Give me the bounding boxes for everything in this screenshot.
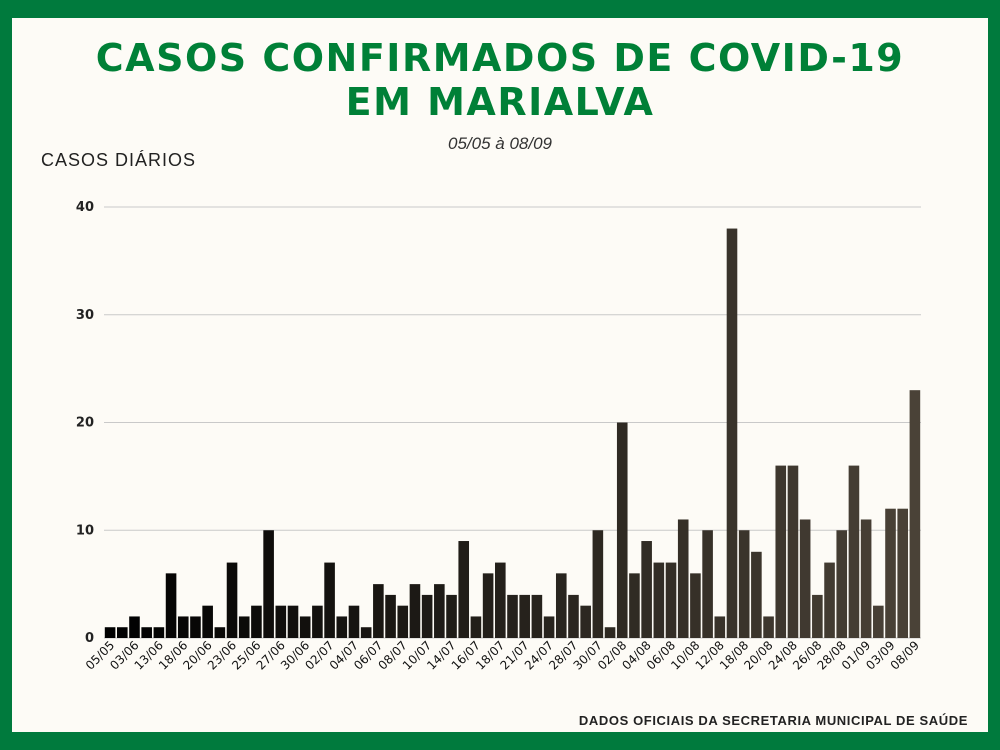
bar [860, 519, 872, 638]
bar [714, 616, 726, 638]
bar [177, 616, 189, 638]
chart-subtitle: 05/05 à 08/09 [448, 134, 552, 153]
bar [275, 605, 287, 638]
bar [751, 551, 762, 638]
bar [421, 594, 433, 638]
bar [604, 627, 616, 638]
bar [263, 530, 274, 638]
bar [434, 584, 445, 638]
bar [324, 562, 335, 638]
bar [873, 605, 884, 638]
bar [702, 530, 713, 638]
bar [397, 605, 409, 638]
bar [641, 541, 652, 638]
bar [519, 594, 530, 638]
bar [251, 605, 262, 638]
chart-title: CASOS CONFIRMADOS DE COVID-19 EM MARIALV… [12, 36, 988, 124]
bar [202, 605, 213, 638]
bar [726, 228, 738, 639]
bar [580, 605, 591, 638]
bar [190, 616, 201, 638]
bar [165, 573, 177, 638]
bar [738, 530, 750, 638]
y-tick-label: 10 [76, 523, 94, 538]
bar [507, 594, 518, 638]
bar [458, 541, 470, 638]
bar [592, 530, 604, 638]
bar [385, 594, 396, 638]
bar [616, 422, 628, 638]
bar [885, 508, 896, 638]
bar [848, 465, 860, 638]
bar [787, 465, 799, 638]
y-axis-label: CASOS DIÁRIOS [41, 150, 197, 170]
bar [543, 616, 555, 638]
bar [214, 627, 226, 638]
bar [909, 390, 921, 638]
bar [677, 519, 689, 638]
bar [824, 562, 835, 638]
bar [836, 530, 848, 638]
bar [775, 465, 787, 638]
bar [470, 616, 482, 638]
bar [373, 584, 384, 638]
bar [653, 562, 665, 638]
bar [226, 562, 238, 638]
bar [531, 594, 543, 638]
bar [482, 573, 494, 638]
y-tick-label: 30 [76, 308, 94, 323]
bar [897, 508, 909, 638]
bar [763, 616, 774, 638]
bar [690, 573, 701, 638]
bar [629, 573, 640, 638]
source-footer: DADOS OFICIAIS DA SECRETARIA MUNICIPAL D… [578, 713, 968, 728]
bar [141, 627, 152, 638]
bar [312, 605, 323, 638]
bar [336, 616, 348, 638]
y-tick-label: 0 [85, 631, 94, 646]
bar [299, 616, 311, 638]
bar [287, 605, 299, 638]
bar [555, 573, 567, 638]
bar [446, 594, 457, 638]
bar [812, 594, 823, 638]
title-line-2: EM MARIALVA [345, 80, 655, 124]
bar [495, 562, 506, 638]
bar [799, 519, 811, 638]
bar [238, 616, 250, 638]
title-line-1: CASOS CONFIRMADOS DE COVID-19 [95, 36, 905, 80]
y-tick-label: 40 [76, 200, 94, 215]
bar [568, 594, 579, 638]
bar [409, 584, 421, 638]
y-tick-label: 20 [76, 416, 94, 431]
bar [129, 616, 140, 638]
bar [360, 627, 372, 638]
bar [116, 627, 128, 638]
bar [153, 627, 165, 638]
bar [104, 627, 116, 638]
bar [348, 605, 360, 638]
bar [665, 562, 677, 638]
